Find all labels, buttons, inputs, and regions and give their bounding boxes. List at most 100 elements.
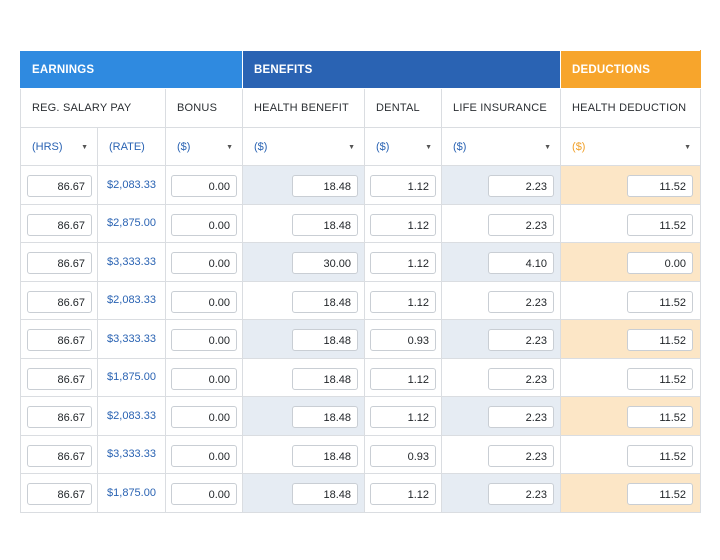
life-insurance-input[interactable]: 2.23 — [488, 290, 555, 313]
life-insurance-cell: 2.23 — [441, 203, 562, 243]
health-benefit-input[interactable]: 18.48 — [292, 329, 359, 351]
dental-unit-label: ($) — [376, 140, 390, 153]
hrs-unit-select[interactable]: (HRS) ▼ — [20, 127, 98, 166]
rate-link[interactable]: $2,083.33 — [107, 294, 156, 307]
benefits-group-header: BENEFITS — [242, 50, 562, 89]
bonus-input[interactable]: 0.00 — [171, 329, 237, 351]
payroll-grid: EARNINGS BENEFITS DEDUCTIONS REG. SALARY… — [19, 50, 702, 513]
health-benefit-header: HEALTH BENEFIT — [242, 88, 366, 128]
health-benefit-cell: 18.48 — [242, 165, 366, 205]
hrs-input[interactable]: 86.67 — [27, 483, 92, 505]
dental-unit-select[interactable]: ($) ▼ — [364, 127, 443, 166]
life-insurance-unit-select[interactable]: ($) ▼ — [441, 127, 562, 166]
hrs-cell: 86.67 — [20, 357, 98, 397]
bonus-input[interactable]: 0.00 — [171, 483, 237, 505]
rate-cell: $3,333.33 — [97, 242, 166, 282]
bonus-cell: 0.00 — [164, 357, 244, 397]
bonus-input[interactable]: 0.00 — [171, 213, 237, 236]
rate-link[interactable]: $1,875.00 — [107, 371, 156, 384]
rate-link[interactable]: $2,083.33 — [107, 178, 156, 191]
dental-input[interactable]: 0.93 — [370, 444, 437, 467]
bonus-input[interactable]: 0.00 — [171, 444, 237, 467]
rate-link[interactable]: $3,333.33 — [107, 448, 156, 461]
health-deduction-input[interactable]: 11.52 — [627, 213, 694, 236]
rate-link[interactable]: $2,875.00 — [107, 217, 156, 230]
bonus-input[interactable]: 0.00 — [171, 175, 237, 197]
reg-salary-pay-header: REG. SALARY PAY — [20, 88, 166, 128]
dental-input[interactable]: 1.12 — [370, 252, 437, 274]
life-insurance-input[interactable]: 2.23 — [488, 329, 555, 351]
rate-cell: $3,333.33 — [97, 319, 166, 359]
life-insurance-input[interactable]: 2.23 — [488, 367, 555, 390]
health-benefit-input[interactable]: 18.48 — [292, 367, 359, 390]
health-benefit-input[interactable]: 18.48 — [292, 213, 359, 236]
bonus-unit-select[interactable]: ($) ▼ — [164, 127, 244, 166]
dental-input[interactable]: 1.12 — [370, 483, 437, 505]
caret-down-icon[interactable]: ▼ — [425, 144, 433, 151]
health-benefit-input[interactable]: 18.48 — [292, 483, 359, 505]
rate-link[interactable]: $2,083.33 — [107, 409, 156, 422]
life-insurance-input[interactable]: 2.23 — [488, 483, 555, 505]
rate-unit-label: (RATE) — [109, 140, 145, 153]
health-deduction-input[interactable]: 11.52 — [627, 329, 694, 351]
rate-link[interactable]: $3,333.33 — [107, 332, 156, 345]
hrs-input[interactable]: 86.67 — [27, 175, 92, 197]
life-insurance-input[interactable]: 4.10 — [488, 252, 555, 274]
hrs-cell: 86.67 — [20, 165, 98, 205]
health-benefit-cell: 18.48 — [242, 280, 366, 320]
life-insurance-input[interactable]: 2.23 — [488, 444, 555, 467]
health-deduction-cell: 11.52 — [560, 319, 702, 359]
dental-input[interactable]: 1.12 — [370, 406, 437, 428]
health-deduction-input[interactable]: 11.52 — [627, 444, 694, 467]
health-deduction-input[interactable]: 0.00 — [627, 252, 694, 274]
health-deduction-input[interactable]: 11.52 — [627, 483, 694, 505]
dental-input[interactable]: 1.12 — [370, 367, 437, 390]
health-benefit-unit-select[interactable]: ($) ▼ — [242, 127, 366, 166]
rate-link[interactable]: $1,875.00 — [107, 486, 156, 499]
bonus-input[interactable]: 0.00 — [171, 406, 237, 428]
rate-cell: $1,875.00 — [97, 473, 166, 513]
hrs-input[interactable]: 86.67 — [27, 290, 92, 313]
rate-unit-select[interactable]: (RATE) — [97, 127, 166, 166]
caret-down-icon[interactable]: ▼ — [81, 144, 88, 151]
hrs-cell: 86.67 — [20, 280, 98, 320]
dental-input[interactable]: 1.12 — [370, 213, 437, 236]
hrs-input[interactable]: 86.67 — [27, 252, 92, 274]
health-benefit-input[interactable]: 18.48 — [292, 406, 359, 428]
life-insurance-input[interactable]: 2.23 — [488, 175, 555, 197]
bonus-input[interactable]: 0.00 — [171, 367, 237, 390]
rate-link[interactable]: $3,333.33 — [107, 255, 156, 268]
dental-header: DENTAL — [364, 88, 443, 128]
bonus-cell: 0.00 — [164, 319, 244, 359]
health-benefit-input[interactable]: 18.48 — [292, 444, 359, 467]
hrs-input[interactable]: 86.67 — [27, 406, 92, 428]
dental-input[interactable]: 1.12 — [370, 175, 437, 197]
bonus-input[interactable]: 0.00 — [171, 252, 237, 274]
caret-down-icon[interactable]: ▼ — [348, 144, 356, 151]
health-deduction-unit-select[interactable]: ($) ▼ — [560, 127, 702, 166]
hrs-input[interactable]: 86.67 — [27, 213, 92, 236]
caret-down-icon[interactable]: ▼ — [684, 144, 692, 151]
hrs-input[interactable]: 86.67 — [27, 367, 92, 390]
health-benefit-input[interactable]: 18.48 — [292, 290, 359, 313]
health-benefit-input[interactable]: 18.48 — [292, 175, 359, 197]
dental-cell: 1.12 — [364, 242, 443, 282]
health-deduction-input[interactable]: 11.52 — [627, 175, 694, 197]
health-benefit-input[interactable]: 30.00 — [292, 252, 359, 274]
hrs-input[interactable]: 86.67 — [27, 444, 92, 467]
health-deduction-input[interactable]: 11.52 — [627, 406, 694, 428]
life-insurance-cell: 2.23 — [441, 473, 562, 513]
health-deduction-cell: 11.52 — [560, 280, 702, 320]
health-deduction-input[interactable]: 11.52 — [627, 290, 694, 313]
bonus-input[interactable]: 0.00 — [171, 290, 237, 313]
hrs-input[interactable]: 86.67 — [27, 329, 92, 351]
hrs-cell: 86.67 — [20, 319, 98, 359]
life-insurance-input[interactable]: 2.23 — [488, 406, 555, 428]
caret-down-icon[interactable]: ▼ — [226, 144, 234, 151]
dental-input[interactable]: 0.93 — [370, 329, 437, 351]
caret-down-icon[interactable]: ▼ — [544, 144, 552, 151]
bonus-header: BONUS — [164, 88, 244, 128]
life-insurance-input[interactable]: 2.23 — [488, 213, 555, 236]
dental-input[interactable]: 1.12 — [370, 290, 437, 313]
health-deduction-input[interactable]: 11.52 — [627, 367, 694, 390]
